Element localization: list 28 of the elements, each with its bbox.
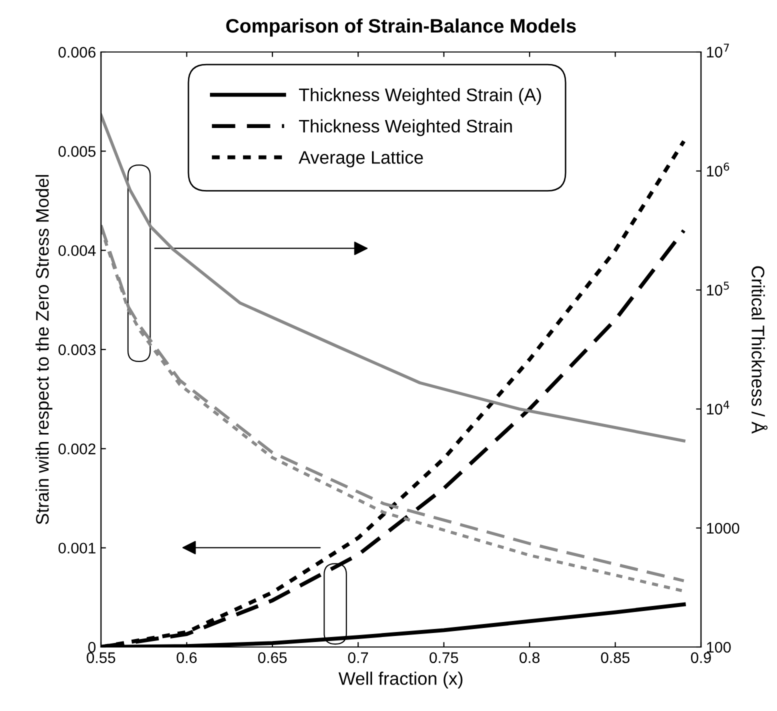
y2-tick-label: 10$^{4}$ <box>707 400 730 415</box>
x-tick-label: 0.85 <box>601 652 630 664</box>
y-tick-label: 0.002 <box>58 444 96 454</box>
legend-label: Average Lattice <box>298 150 423 168</box>
legend-label: Thickness Weighted Strain <box>298 119 512 136</box>
y-axis-title: Strain with respect to the Zero Stress Model <box>36 175 52 524</box>
y2-tick-label: 10$^{7}$ <box>707 44 729 58</box>
x-tick-label: 0.7 <box>348 652 368 664</box>
x-tick-label: 0.9 <box>690 652 711 664</box>
x-tick-label: 0.8 <box>520 652 540 664</box>
y-tick-label: 0.006 <box>58 46 96 58</box>
y-tick-label: 0.003 <box>58 344 96 356</box>
y2-tick-label: 10$^{5}$ <box>707 282 729 296</box>
y-tick-label: 0.004 <box>58 245 96 256</box>
y-tick-label: 0.005 <box>58 146 96 157</box>
chart-title: Comparison of Strain-Balance Models <box>226 18 576 37</box>
x-tick-label: 0.55 <box>86 652 116 664</box>
x-tick-label: 0.6 <box>176 652 197 664</box>
y-tick-label: 0 <box>88 642 96 653</box>
y2-tick-label: 10$^{6}$ <box>707 162 730 177</box>
y2-tick-label: 1000 <box>707 522 740 534</box>
y2-axis-title: Critical Thickness / Å <box>752 266 768 434</box>
y2-tick-label: 100 <box>707 642 731 653</box>
x-axis-title: Well fraction (x) <box>338 672 462 688</box>
y-tick-label: 0.001 <box>58 542 96 554</box>
x-tick-label: 0.65 <box>258 652 287 664</box>
x-tick-label: 0.75 <box>430 652 458 664</box>
legend-label: Thickness Weighted Strain (A) <box>298 88 541 105</box>
